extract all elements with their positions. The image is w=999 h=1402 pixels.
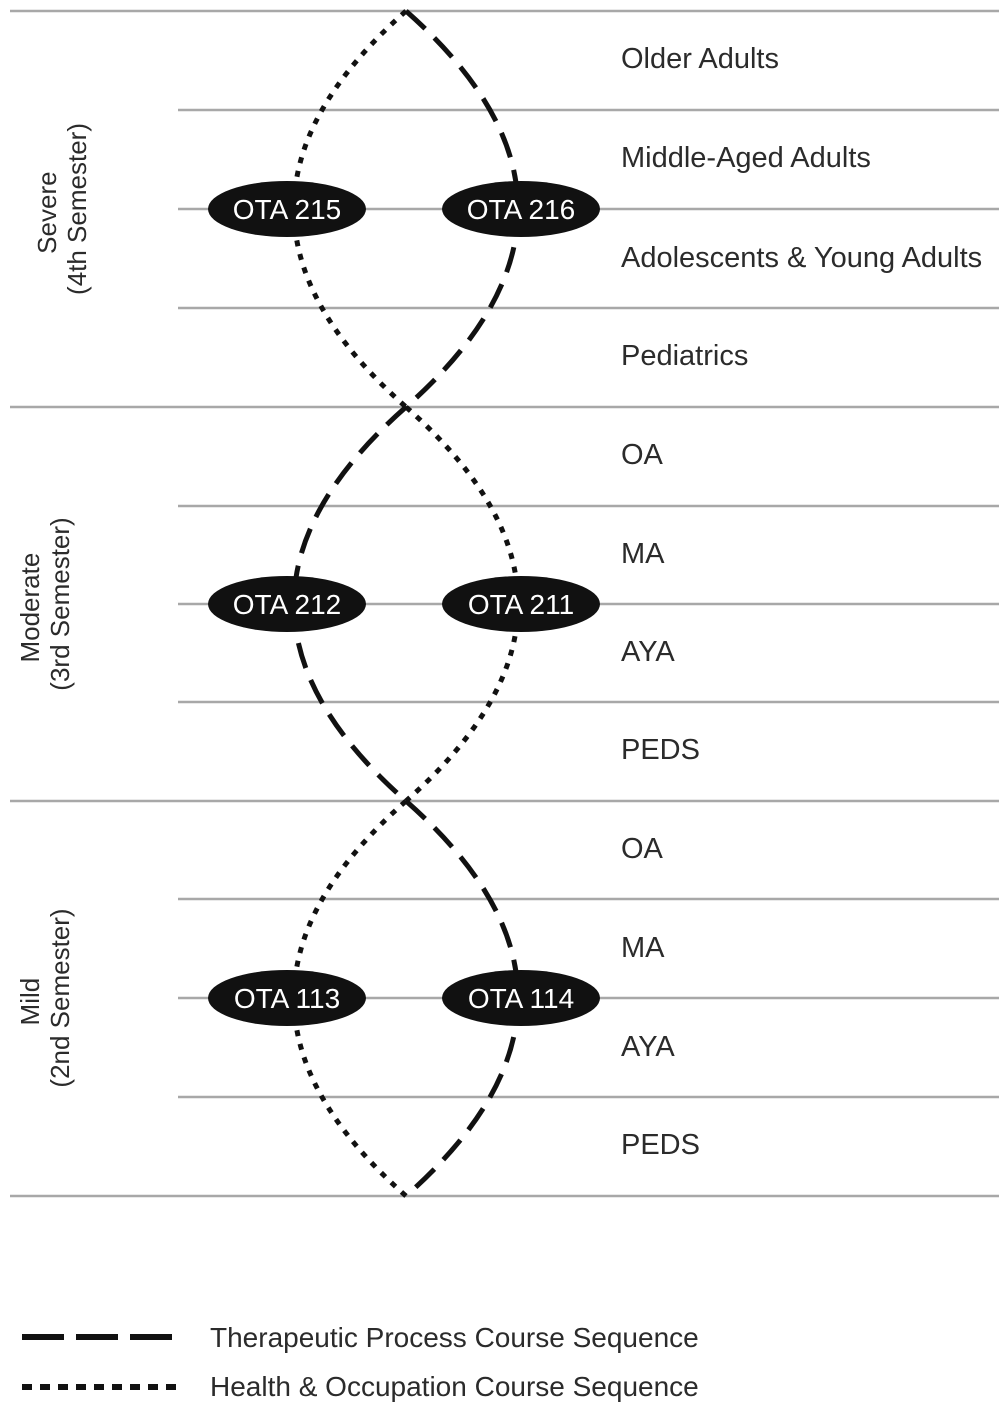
row-label-pediatrics: Pediatrics: [621, 340, 748, 372]
course-node-ota-216: OTA 216: [442, 181, 600, 237]
row-label-middle-aged-adults: Middle-Aged Adults: [621, 142, 871, 174]
course-label: OTA 212: [233, 589, 341, 620]
course-node-ota-113: OTA 113: [208, 970, 366, 1026]
row-label-adolescents-young-adults: Adolescents & Young Adults: [621, 242, 982, 274]
band-labels: Severe (4th Semester) Moderate (3rd Seme…: [15, 123, 92, 1088]
dotted-segment: [291, 9, 408, 409]
dashed-segment: [404, 799, 521, 1198]
course-node-ota-215: OTA 215: [208, 181, 366, 237]
band-label-severe: Severe (4th Semester): [32, 123, 92, 295]
course-node-ota-212: OTA 212: [208, 576, 366, 632]
legend-label-health: Health & Occupation Course Sequence: [210, 1371, 699, 1402]
dashed-segment: [291, 405, 408, 803]
legend: Therapeutic Process Course Sequence Heal…: [22, 1322, 699, 1402]
row-label-ma: MA: [621, 932, 665, 964]
course-label: OTA 216: [467, 194, 575, 225]
legend-label-therapeutic: Therapeutic Process Course Sequence: [210, 1322, 699, 1353]
band-label-mild: Mild (2nd Semester): [15, 908, 75, 1087]
row-labels: Older Adults Middle-Aged Adults Adolesce…: [621, 43, 982, 1161]
row-label-oa: OA: [621, 833, 664, 865]
row-label-peds: PEDS: [621, 734, 700, 766]
course-node-ota-114: OTA 114: [442, 970, 600, 1026]
row-label-aya: AYA: [621, 1031, 675, 1063]
course-label: OTA 211: [468, 589, 574, 620]
row-label-older-adults: Older Adults: [621, 43, 779, 75]
course-label: OTA 114: [468, 983, 574, 1014]
row-label-oa: OA: [621, 439, 664, 471]
row-label-aya: AYA: [621, 636, 675, 668]
row-label-peds: PEDS: [621, 1129, 700, 1161]
band-label-moderate: Moderate (3rd Semester): [15, 517, 75, 690]
row-label-ma: MA: [621, 538, 665, 570]
health-occupation-curve: [291, 9, 521, 1198]
course-label: OTA 113: [234, 983, 340, 1014]
course-node-ota-211: OTA 211: [442, 576, 600, 632]
course-label: OTA 215: [233, 194, 341, 225]
